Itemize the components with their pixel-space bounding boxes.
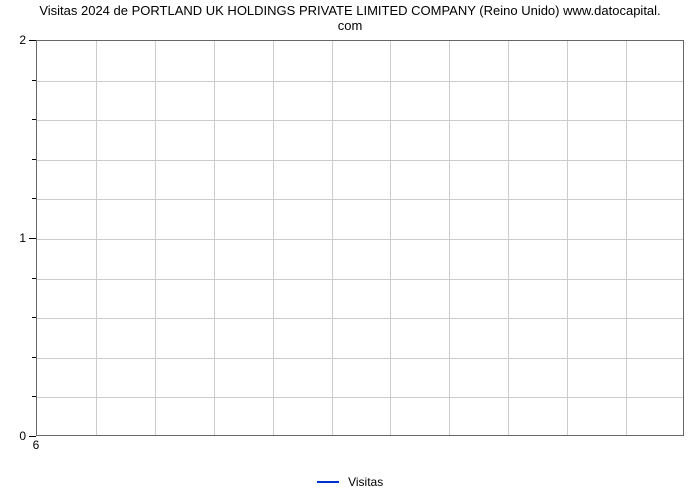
y-axis-tick-minor	[32, 278, 36, 279]
x-axis-tick-label: 6	[33, 438, 40, 452]
gridline-vertical	[626, 41, 627, 435]
legend-label: Visitas	[348, 475, 383, 489]
y-axis-tick-minor	[32, 198, 36, 199]
y-axis-tick-minor	[32, 159, 36, 160]
chart-title: Visitas 2024 de PORTLAND UK HOLDINGS PRI…	[0, 4, 700, 34]
gridline-vertical	[96, 41, 97, 435]
gridline-vertical	[508, 41, 509, 435]
y-axis-tick-label: 1	[10, 231, 26, 245]
gridline-vertical	[390, 41, 391, 435]
y-axis-tick-major	[29, 238, 36, 239]
gridline-vertical	[332, 41, 333, 435]
y-axis-tick-label: 0	[10, 429, 26, 443]
y-axis-tick-minor	[32, 317, 36, 318]
gridline-horizontal	[37, 239, 683, 240]
gridline-horizontal	[37, 279, 683, 280]
gridline-vertical	[567, 41, 568, 435]
y-axis-tick-minor	[32, 80, 36, 81]
y-axis-tick-label: 2	[10, 33, 26, 47]
chart-title-line2: com	[338, 18, 363, 33]
gridline-horizontal	[37, 81, 683, 82]
y-axis-tick-major	[29, 40, 36, 41]
legend-swatch	[317, 481, 339, 483]
y-axis-tick-minor	[32, 396, 36, 397]
gridline-horizontal	[37, 358, 683, 359]
gridline-horizontal	[37, 199, 683, 200]
y-axis-tick-major	[29, 436, 36, 437]
gridline-vertical	[273, 41, 274, 435]
gridline-horizontal	[37, 318, 683, 319]
gridline-vertical	[214, 41, 215, 435]
gridline-horizontal	[37, 120, 683, 121]
legend: Visitas	[0, 474, 700, 489]
gridline-horizontal	[37, 160, 683, 161]
gridline-vertical	[155, 41, 156, 435]
chart-container: Visitas 2024 de PORTLAND UK HOLDINGS PRI…	[0, 0, 700, 500]
gridline-vertical	[449, 41, 450, 435]
plot-area	[36, 40, 684, 436]
gridline-horizontal	[37, 397, 683, 398]
y-axis-tick-minor	[32, 357, 36, 358]
chart-title-line1: Visitas 2024 de PORTLAND UK HOLDINGS PRI…	[39, 3, 660, 18]
y-axis-tick-minor	[32, 119, 36, 120]
